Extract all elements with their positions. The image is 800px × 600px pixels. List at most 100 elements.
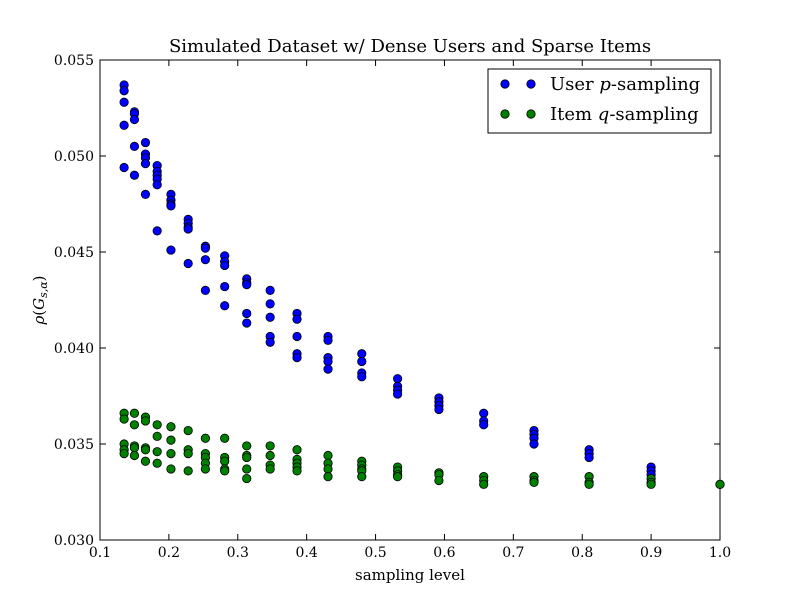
data-point	[129, 141, 140, 151]
data-point	[166, 448, 176, 459]
y-tick-label: 0.040	[54, 341, 94, 357]
data-point	[242, 308, 252, 319]
data-point	[220, 433, 230, 443]
data-point	[265, 312, 275, 322]
data-point	[166, 435, 176, 445]
data-point	[220, 301, 230, 311]
data-point	[200, 243, 210, 253]
data-point	[140, 416, 151, 426]
data-point	[200, 464, 210, 474]
data-point	[129, 408, 140, 418]
data-point	[392, 374, 403, 384]
data-point	[152, 420, 162, 430]
data-point	[200, 433, 210, 443]
data-point	[265, 464, 275, 474]
y-tick-label: 0.045	[54, 245, 94, 261]
data-point	[220, 456, 230, 466]
data-point	[166, 201, 176, 211]
data-point	[200, 285, 210, 295]
data-point	[323, 335, 333, 345]
data-point	[242, 441, 252, 451]
legend-marker	[500, 79, 510, 89]
data-point	[183, 466, 193, 476]
data-point	[434, 404, 444, 415]
data-point	[292, 466, 302, 476]
data-point	[119, 120, 129, 130]
data-point	[357, 356, 367, 367]
data-point	[646, 479, 656, 489]
data-points	[119, 80, 725, 489]
x-tick-label: 0.7	[502, 545, 524, 561]
legend: User p-sampling Item q-sampling	[487, 68, 712, 134]
data-point	[129, 420, 140, 430]
data-point	[220, 466, 230, 476]
data-point	[119, 414, 129, 424]
data-point	[529, 477, 539, 487]
data-point	[715, 479, 725, 489]
data-point	[265, 299, 275, 309]
chart-title: Simulated Dataset w/ Dense Users and Spa…	[169, 36, 651, 57]
data-point	[152, 226, 162, 236]
data-point	[152, 447, 162, 457]
legend-marker	[526, 79, 536, 89]
data-point	[434, 475, 444, 486]
data-point	[323, 356, 333, 367]
data-point	[357, 349, 367, 359]
x-tick-label: 1.0	[709, 545, 731, 561]
y-tick-label: 0.050	[54, 149, 94, 165]
data-point	[166, 245, 176, 255]
data-point	[129, 443, 140, 453]
legend-marker	[526, 109, 536, 119]
data-point	[242, 280, 252, 290]
data-point	[220, 281, 230, 292]
data-point	[242, 318, 252, 328]
data-point	[479, 408, 489, 418]
data-point	[292, 314, 302, 324]
data-point	[119, 448, 129, 459]
data-point	[292, 352, 302, 363]
y-tick-label: 0.035	[54, 437, 94, 453]
legend-label: User p-sampling	[550, 74, 700, 95]
data-point	[140, 159, 151, 169]
data-point	[129, 450, 140, 461]
x-tick-label: 0.6	[433, 545, 455, 561]
series-item-q-sampling	[119, 408, 725, 489]
data-point	[183, 448, 193, 459]
data-point	[529, 439, 539, 449]
x-tick-label: 0.1	[89, 545, 111, 561]
data-point	[200, 255, 210, 265]
data-point	[479, 479, 489, 489]
data-point	[119, 97, 129, 107]
data-point	[265, 450, 275, 461]
x-axis-label: sampling level	[355, 566, 465, 584]
data-point	[323, 450, 333, 461]
data-point	[166, 464, 176, 474]
data-point	[140, 456, 151, 466]
data-point	[479, 420, 489, 430]
data-point	[220, 260, 230, 271]
data-point	[323, 464, 333, 474]
data-point	[140, 445, 151, 455]
data-point	[323, 472, 333, 482]
data-point	[183, 258, 193, 269]
data-point	[357, 372, 367, 382]
x-tick-label: 0.5	[364, 545, 386, 561]
y-axis-label: ρ(Gs,α)	[30, 275, 50, 325]
data-point	[152, 180, 162, 190]
data-point	[129, 170, 140, 180]
data-point	[242, 452, 252, 463]
x-tick-label: 0.2	[158, 545, 180, 561]
x-tick-label: 0.8	[571, 545, 593, 561]
data-point	[119, 162, 129, 173]
data-point	[119, 86, 129, 96]
data-point	[292, 445, 302, 455]
data-point	[152, 431, 162, 441]
data-point	[183, 224, 193, 234]
data-point	[265, 337, 275, 347]
data-point	[166, 422, 176, 432]
data-point	[129, 114, 140, 125]
data-point	[265, 441, 275, 451]
y-tick-label: 0.030	[54, 533, 94, 549]
legend-marker	[500, 109, 510, 119]
